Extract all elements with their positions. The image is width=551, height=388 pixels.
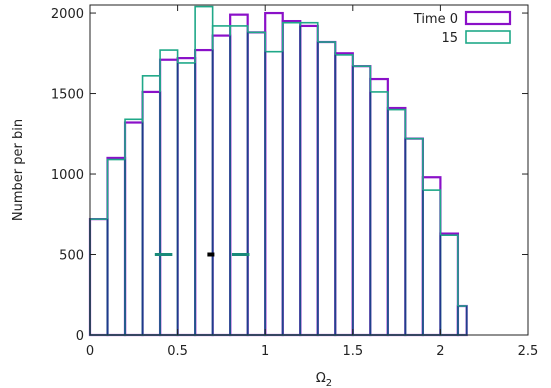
bar-time15-4 xyxy=(159,49,179,336)
bar-time0-11 xyxy=(281,19,302,337)
bar-time15-10 xyxy=(264,50,284,336)
bar-time0-3 xyxy=(141,90,162,337)
x-tick-label-5: 2.5 xyxy=(518,344,539,359)
bar-time15-13 xyxy=(316,41,337,336)
bar-time15-11 xyxy=(281,21,302,336)
y-axis: 0 500 1000 1500 2000 xyxy=(51,7,528,344)
x-tick-label-4: 2 xyxy=(436,344,444,359)
bar-time15-7 xyxy=(211,25,231,336)
y-tick-label-3: 1500 xyxy=(51,88,84,103)
bar-time0-9 xyxy=(246,31,267,337)
y-tick-label-2: 1000 xyxy=(51,168,84,183)
bar-time0-7 xyxy=(211,34,232,337)
bar-time15-18 xyxy=(404,137,424,336)
bar-time15-17 xyxy=(387,108,407,336)
legend-label-0: Time 0 xyxy=(413,12,458,27)
x-tick-label-2: 1 xyxy=(261,344,269,359)
bar-time0-0 xyxy=(88,217,109,337)
bar-time0-20 xyxy=(439,232,460,337)
bar-time15-21 xyxy=(457,305,468,336)
bar-time15-3 xyxy=(141,75,161,336)
bar-time0-21 xyxy=(456,304,468,337)
bar-time0-16 xyxy=(369,77,389,337)
bar-time15-19 xyxy=(422,189,442,336)
bar-time15-2 xyxy=(124,118,144,336)
bar-time0-15 xyxy=(351,65,372,337)
legend-swatch-0 xyxy=(464,10,512,26)
y-tick-label-1: 500 xyxy=(59,249,84,264)
bar-time15-20 xyxy=(439,234,459,336)
bar-time0-5 xyxy=(176,57,197,337)
y-tick-label-0: 0 xyxy=(76,329,84,344)
x-tick-label-1: 0.5 xyxy=(167,344,188,359)
bar-time0-17 xyxy=(386,106,407,337)
bar-time15-16 xyxy=(369,91,389,336)
bar-time15-5 xyxy=(176,62,196,336)
bar-time15-12 xyxy=(299,21,319,336)
legend-label-1: 15 xyxy=(441,31,458,46)
bar-time0-8 xyxy=(229,13,249,337)
y-tick-label-4: 2000 xyxy=(51,7,84,22)
x-axis-title-sub: 2 xyxy=(326,378,332,388)
bar-time15-15 xyxy=(351,65,372,336)
bar-time15-14 xyxy=(334,54,354,336)
bar-time15-0 xyxy=(89,218,109,336)
bar-time0-19 xyxy=(421,176,442,337)
bars-layer xyxy=(88,5,468,337)
bar-time0-12 xyxy=(299,24,319,337)
bar-time15-6 xyxy=(194,5,214,336)
bar-time0-6 xyxy=(194,48,214,337)
x-axis: 0 0.5 1 1.5 2 2.5 xyxy=(86,5,538,359)
bar-time15-1 xyxy=(106,158,126,336)
bar-time15-8 xyxy=(229,25,249,336)
x-axis-title: Ω2 xyxy=(316,371,332,388)
plot-frame xyxy=(89,4,529,336)
bar-time0-4 xyxy=(158,58,179,337)
bar-time0-18 xyxy=(404,137,424,337)
x-axis-title-main: Ω xyxy=(316,371,326,386)
bar-time0-13 xyxy=(316,40,337,337)
x-tick-label-3: 1.5 xyxy=(342,344,363,359)
bar-time0-1 xyxy=(106,156,127,337)
legend-swatch-1 xyxy=(465,30,511,44)
bar-time0-2 xyxy=(123,121,144,337)
y-axis-title: Number per bin xyxy=(11,119,26,221)
legend: Time 0 15 xyxy=(413,10,512,46)
bar-time15-9 xyxy=(246,31,266,336)
bar-time0-14 xyxy=(334,52,354,337)
bar-time0-10 xyxy=(264,11,284,337)
x-tick-label-0: 0 xyxy=(86,344,94,359)
